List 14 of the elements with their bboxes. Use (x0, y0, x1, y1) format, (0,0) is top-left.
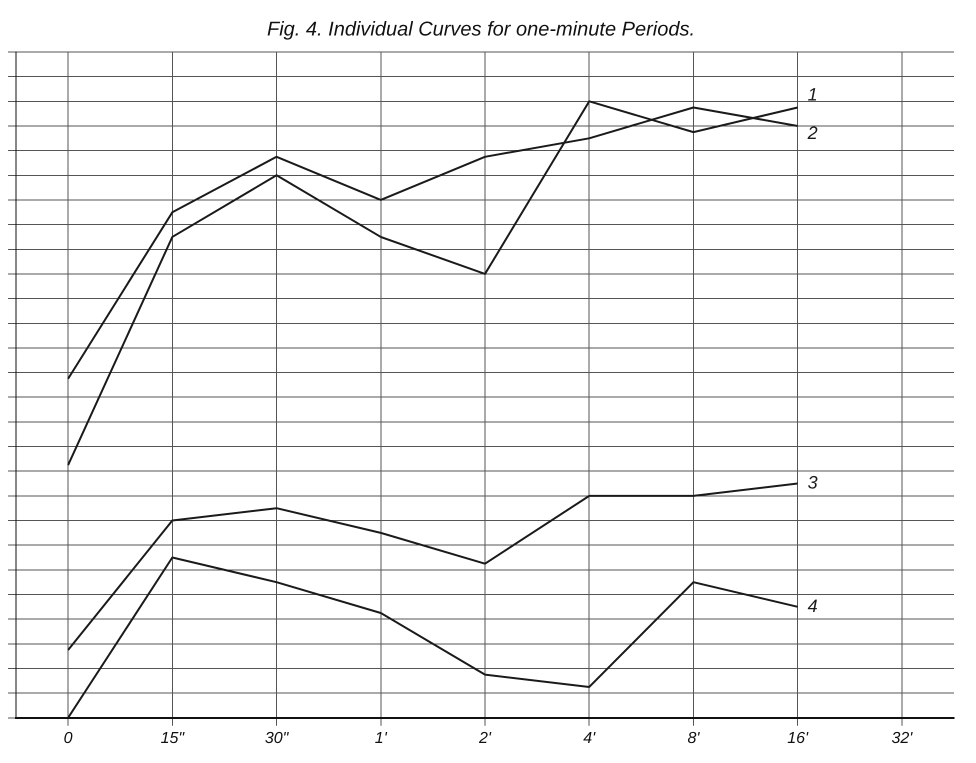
series-label: 4 (808, 596, 818, 616)
x-tick-label: 30" (264, 730, 290, 747)
series-label: 1 (808, 84, 818, 104)
series-label: 3 (808, 472, 818, 493)
x-tick-label: 2' (478, 730, 492, 747)
x-tick-label: 16' (787, 730, 810, 747)
x-tick-label: 15" (160, 730, 186, 747)
x-tick-label: 8' (687, 730, 700, 747)
series-label: 2 (806, 122, 818, 143)
x-tick-label: 32' (891, 730, 914, 747)
chart-title: Fig. 4. Individual Curves for one-minute Periods. (267, 18, 695, 41)
x-tick-label: 4' (583, 730, 596, 747)
x-tick-label: 1' (374, 730, 388, 747)
x-tick-label: 0 (64, 730, 73, 747)
